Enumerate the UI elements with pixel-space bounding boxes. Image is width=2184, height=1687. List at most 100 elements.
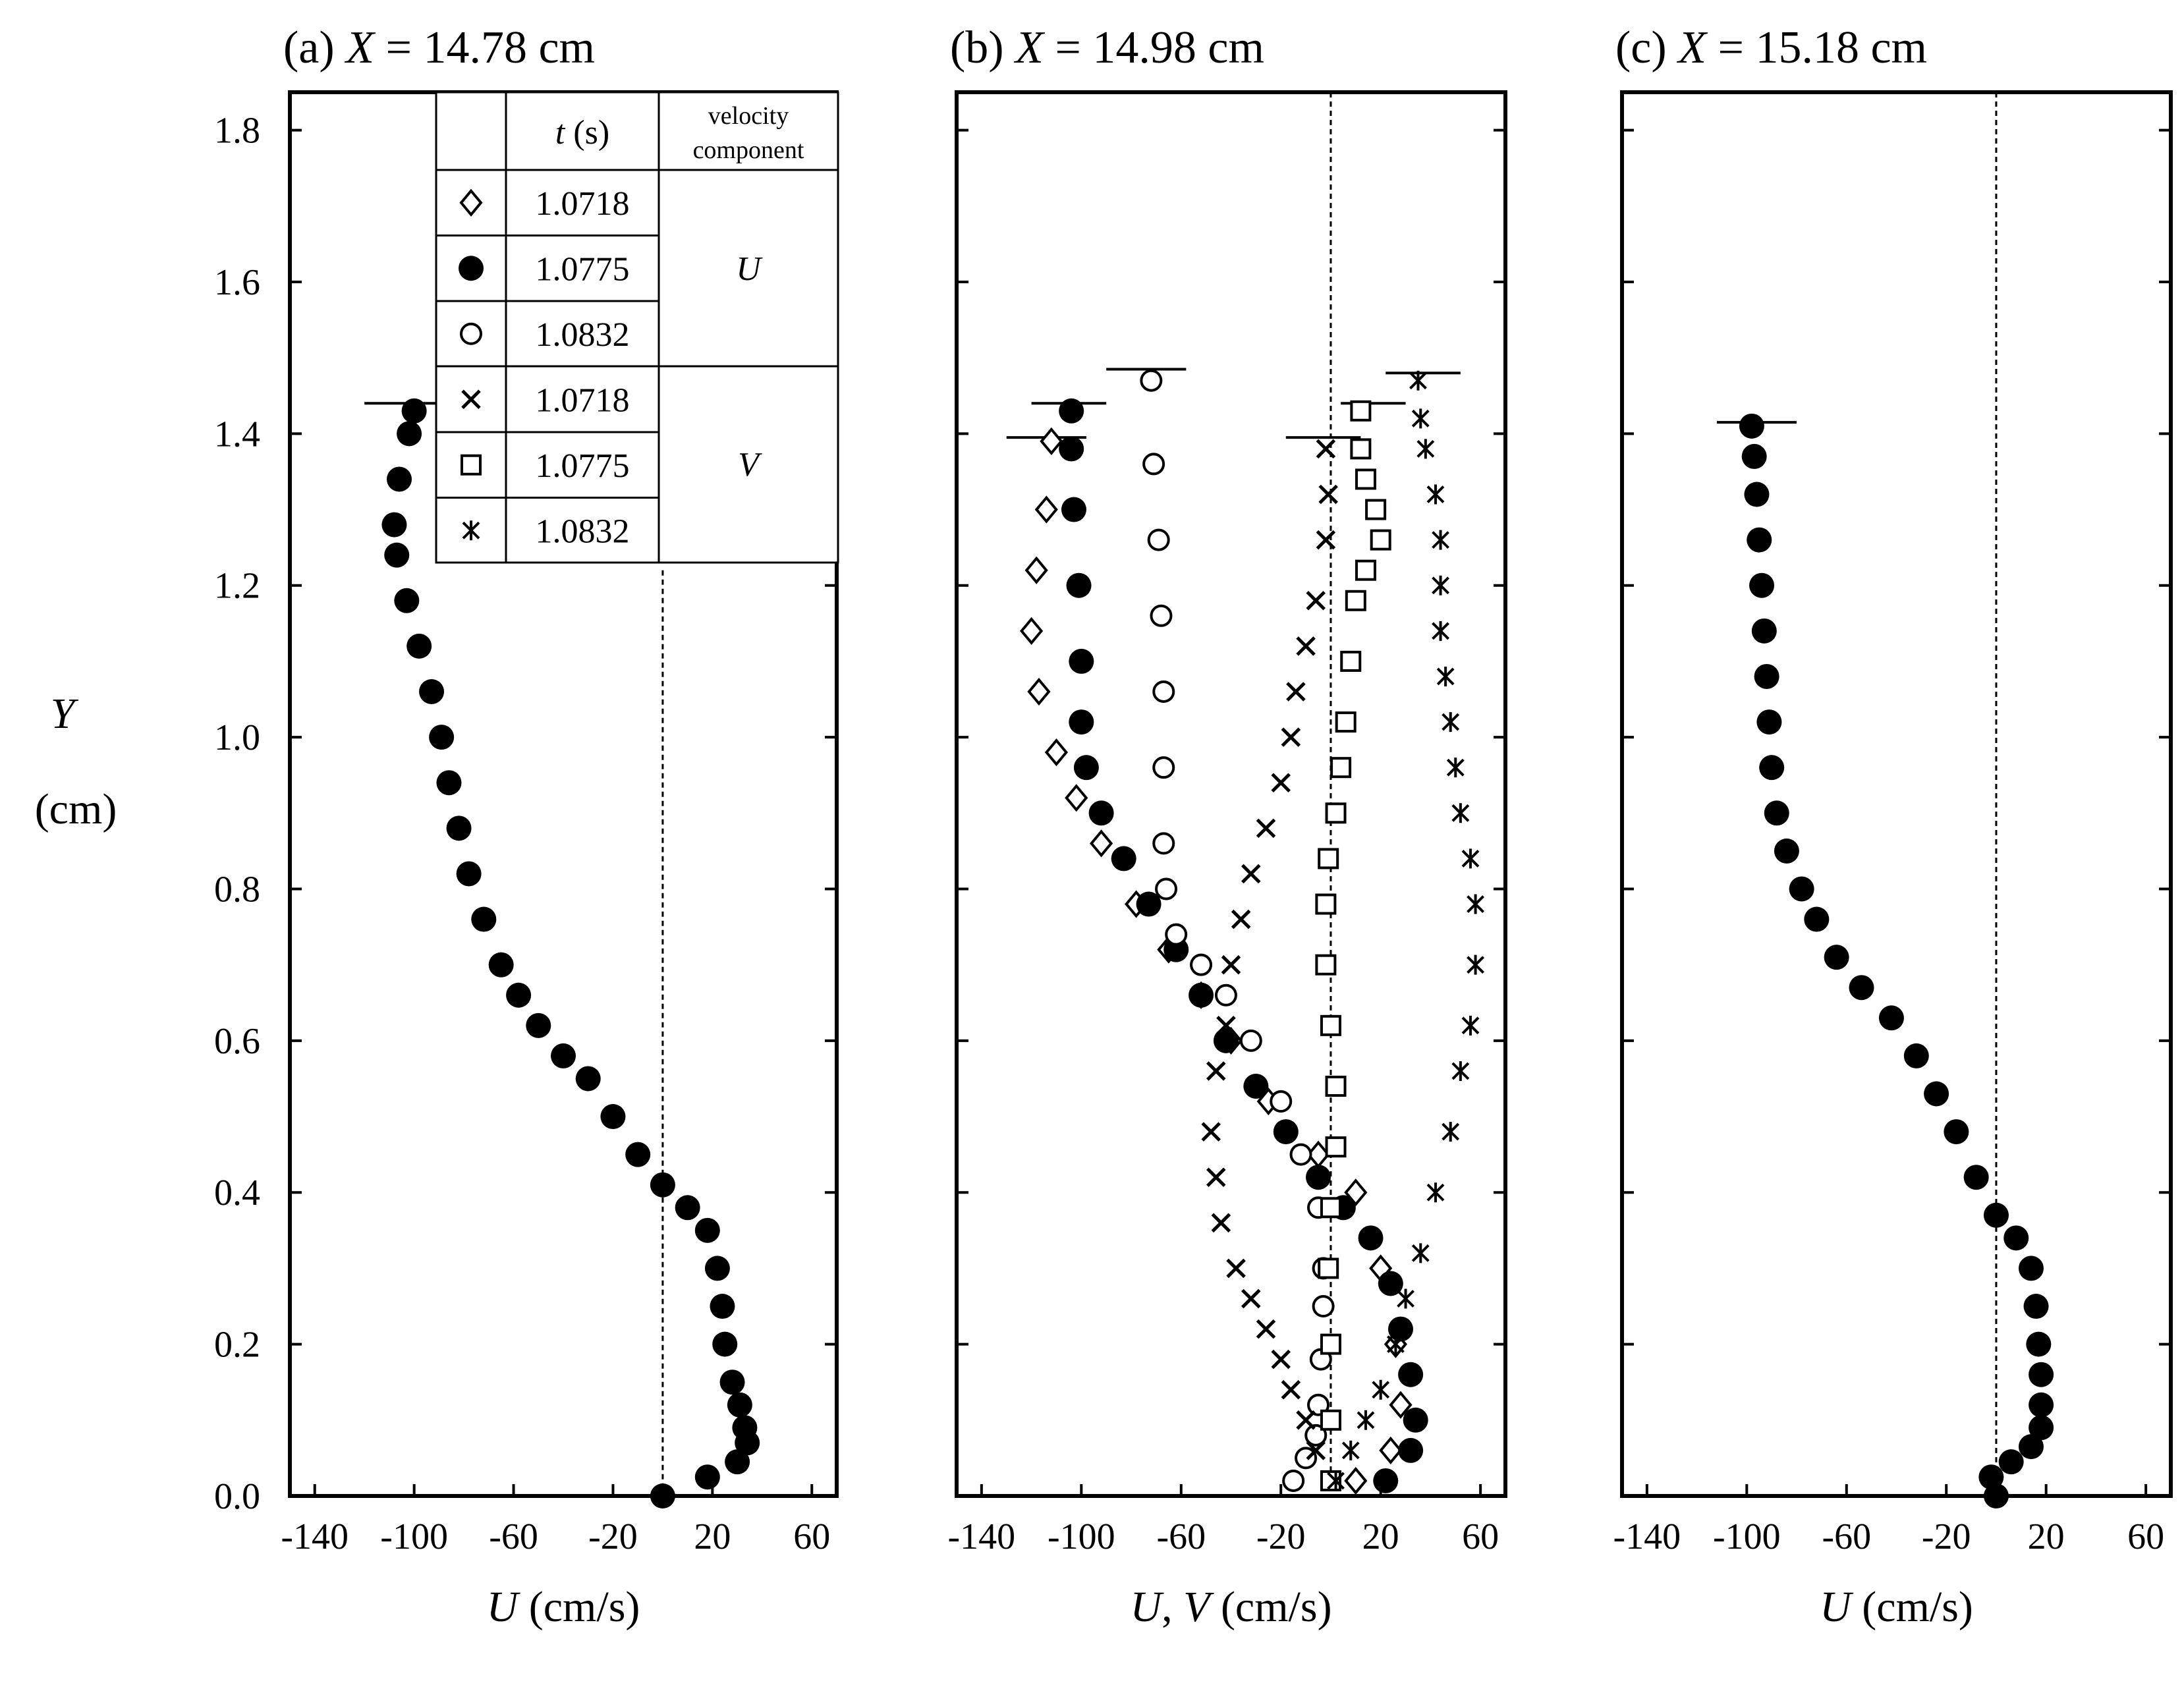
data-point [1073,755,1099,781]
data-point [694,1217,720,1243]
data-point [1350,400,1372,422]
data-point [1111,846,1136,871]
legend-marker-asterisk [462,520,480,541]
data-point [2018,1434,2044,1460]
panel-var: X [344,22,376,73]
legend-header-t: t (s) [555,114,609,152]
data-point [1271,773,1291,792]
data-point [710,1294,735,1319]
data-point [1924,1081,1949,1107]
data-point [1189,982,1214,1008]
legend-time: 1.0775 [536,250,630,288]
data-point [1386,1334,1405,1354]
data-point [1849,975,1874,1001]
data-point [488,952,514,978]
data-point [1451,803,1470,823]
data-point [625,1142,651,1167]
data-point [1432,621,1449,641]
legend-time: 1.0832 [536,512,630,550]
data-point [1312,1295,1335,1318]
series-cross [1201,436,1361,1460]
data-point [1231,909,1251,929]
data-point [1306,1441,1326,1460]
y-tick-label: 0.4 [214,1173,260,1213]
data-point [1241,864,1261,884]
x-tick-label: -20 [1256,1516,1306,1557]
panel-letter: (c) [1615,22,1678,73]
data-point [1764,800,1789,826]
data-point [1270,1090,1293,1113]
x-tick-label: 60 [793,1516,830,1557]
data-point [1211,1213,1231,1233]
data-point [600,1104,626,1130]
data-point [1461,1015,1480,1036]
panel-var: X [1013,22,1046,73]
data-point [1320,1409,1341,1431]
data-point [1150,604,1173,627]
data-point [1315,954,1337,976]
data-point [712,1331,738,1357]
series-square [1315,400,1406,1491]
data-point [1316,530,1336,550]
data-point [1467,894,1484,914]
legend-header-component-2: component [693,136,804,164]
data-point [1345,590,1366,611]
data-point [675,1195,700,1221]
y-tick-label: 0.0 [214,1476,260,1517]
data-point [1140,369,1163,392]
legend-marker-filled-circle [459,256,484,281]
data-point [1142,453,1165,476]
data-point [1759,755,1785,781]
data-point [1373,1468,1399,1493]
y-tick-label: 1.2 [214,566,260,607]
legend-component-u: U [736,250,763,288]
data-point [1998,1449,2024,1475]
data-point [1335,711,1357,733]
data-point [1306,1165,1331,1190]
data-point [1152,756,1175,779]
x-tick-label: -20 [588,1516,638,1557]
data-point [1286,682,1306,702]
data-point [1355,468,1376,490]
x-tick-label: -140 [1613,1516,1681,1557]
legend-header-component-1: velocity [708,102,789,130]
data-point [650,1172,675,1198]
x-tick-label: -100 [380,1516,448,1557]
data-point [1325,802,1347,824]
x-tick-label: 20 [1362,1516,1399,1557]
data-point [1256,1319,1276,1339]
panel-title: (a) X = 14.78 cm [283,22,595,73]
data-point [1340,650,1362,672]
data-point [1330,757,1352,779]
data-point [1281,1379,1301,1400]
data-point [1442,712,1460,733]
legend-rows: 1.0718 1.0775 1.0832 1.0718 1.0775 1.0832 [436,185,659,550]
data-point [1206,1061,1226,1081]
data-point [1066,572,1092,598]
y-axis-unit: (cm) [35,785,117,833]
data-point [1744,482,1770,507]
panel-c: -140 -100 -60 -20 20 60 (c) X = 15.18 cm U (cm/… [1613,22,2173,1631]
data-point [1147,528,1170,551]
data-point [1983,1483,2009,1508]
data-point [1243,1073,1269,1099]
data-point [1214,983,1237,1007]
data-point [1983,1202,2009,1228]
data-point [1024,556,1048,584]
data-point [1378,1271,1403,1296]
data-point [1327,1470,1345,1491]
x-tick-label: -140 [948,1516,1016,1557]
x-axis-title: U (cm/s) [487,1583,640,1631]
data-point [1461,848,1480,869]
data-point [1152,832,1175,855]
data-point [401,398,427,424]
data-point [1320,1333,1341,1355]
x-tick-label: -100 [1048,1516,1115,1557]
data-point [471,906,497,932]
data-point [1221,954,1241,975]
data-point [1019,617,1044,645]
data-point [1747,527,1772,553]
data-point [1789,876,1814,902]
series-filled-circle [1031,398,1428,1493]
data-point [1426,1182,1445,1203]
